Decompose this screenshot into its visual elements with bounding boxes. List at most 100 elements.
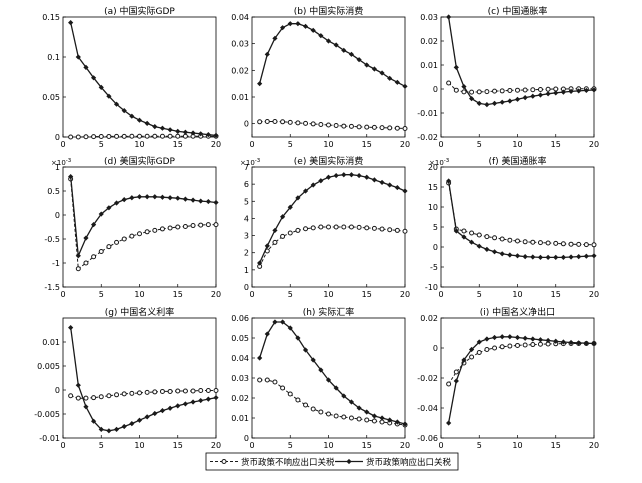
circle-marker — [98, 248, 104, 254]
y-tick-label: -1.5 — [44, 283, 60, 292]
circle-marker — [492, 235, 498, 241]
circle-marker — [205, 222, 211, 228]
circle-marker — [387, 227, 393, 233]
circle-marker — [280, 233, 286, 239]
y-tick-label: 0 — [433, 344, 438, 353]
circle-marker — [333, 224, 339, 230]
diamond-marker — [325, 174, 332, 180]
circle-marker — [68, 393, 74, 399]
subplot-title: (e) 美国实际消费 — [294, 155, 363, 167]
circle-marker — [545, 240, 551, 246]
circle-marker — [545, 86, 551, 92]
x-tick-label: 20 — [589, 441, 599, 450]
x-tick-label: 10 — [323, 140, 333, 149]
circle-marker — [348, 123, 354, 129]
y-tick-label: 20 — [428, 163, 438, 172]
circle-marker — [175, 388, 181, 394]
series-line-responding — [258, 23, 406, 87]
circle-marker — [167, 388, 173, 394]
y-tick-label: 5 — [244, 197, 249, 206]
y-tick-label: 0.05 — [231, 334, 249, 343]
circle-marker — [167, 133, 173, 139]
diamond-marker — [295, 21, 301, 27]
diamond-marker — [591, 253, 597, 259]
diamond-marker — [190, 399, 196, 405]
legend-diamond-marker — [346, 458, 352, 465]
y-tick-label: 0.03 — [420, 13, 438, 22]
axes-frame — [251, 16, 406, 138]
circle-marker — [371, 418, 377, 424]
subplot-title: (c) 中国通胀率 — [488, 5, 548, 17]
axes-frame — [440, 16, 595, 138]
circle-marker — [137, 133, 142, 139]
circle-marker — [453, 369, 459, 375]
diamond-marker — [379, 415, 385, 421]
circle-marker — [91, 254, 97, 260]
circle-marker — [257, 119, 263, 125]
circle-marker — [144, 133, 150, 139]
circle-marker — [402, 125, 408, 131]
y-tick-label: 2 — [244, 249, 249, 258]
y-tick-label: -0.01 — [417, 109, 438, 118]
circle-marker — [114, 392, 120, 398]
circle-marker — [152, 133, 158, 139]
diamond-marker — [387, 182, 393, 188]
diamond-marker — [476, 243, 482, 249]
diamond-marker — [394, 184, 400, 191]
diamond-marker — [264, 51, 270, 57]
y-tick-label: 3 — [244, 232, 249, 241]
diamond-marker — [507, 98, 513, 104]
circle-marker — [318, 121, 324, 127]
subplot-2: (b) 中国实际消费 0 5 10 15 20 0 0.01 0.02 0.03 0.04 — [231, 5, 410, 149]
circle-marker — [537, 240, 543, 246]
circle-marker — [152, 389, 158, 395]
circle-marker — [341, 123, 347, 129]
circle-marker — [326, 224, 331, 230]
subplot-8: (h) 实际汇率 0 5 10 15 20 0 0.01 0.02 0.03 0.04 0.05 0.0… — [231, 306, 410, 450]
circle-marker — [121, 236, 127, 242]
circle-marker — [287, 119, 293, 125]
y-tick-label: -10 — [425, 283, 438, 292]
circle-marker — [461, 89, 467, 95]
circle-marker — [152, 227, 158, 233]
x-tick-label: 5 — [477, 441, 482, 450]
x-tick-label: 20 — [211, 441, 221, 450]
circle-marker — [182, 133, 188, 139]
x-tick-label: 10 — [512, 140, 522, 149]
series-line-responding — [258, 321, 406, 425]
x-tick-label: 20 — [400, 140, 410, 149]
circle-marker — [348, 415, 354, 421]
circle-marker — [272, 379, 278, 385]
diamond-marker — [379, 179, 385, 186]
circle-marker — [387, 125, 393, 131]
circle-marker — [295, 397, 301, 403]
diamond-marker — [75, 253, 81, 259]
circle-marker — [576, 241, 582, 247]
circle-marker — [272, 119, 278, 125]
diamond-marker — [167, 195, 173, 201]
diamond-marker — [264, 243, 270, 249]
diamond-marker — [522, 95, 528, 101]
diamond-marker — [545, 91, 551, 97]
diamond-marker — [530, 254, 536, 260]
x-tick-label: 15 — [362, 290, 372, 299]
y-tick-label: 0.06 — [231, 314, 249, 323]
circle-marker — [515, 87, 520, 93]
x-tick-label: 15 — [551, 140, 561, 149]
diamond-marker — [83, 404, 89, 410]
subplot-title: (d) 美国实际GDP — [104, 155, 176, 167]
circle-marker — [341, 414, 347, 420]
circle-marker — [492, 345, 498, 351]
y-tick-label: -0.02 — [417, 133, 438, 142]
diamond-marker — [491, 249, 498, 255]
circle-marker — [371, 124, 377, 130]
y-tick-label: 0 — [244, 283, 249, 292]
circle-marker — [303, 226, 309, 232]
diamond-marker — [446, 14, 452, 20]
x-tick-label: 0 — [249, 290, 254, 299]
circle-marker — [356, 124, 362, 130]
diamond-marker — [121, 197, 127, 203]
x-tick-label: 20 — [211, 140, 221, 149]
diamond-marker — [499, 251, 505, 257]
